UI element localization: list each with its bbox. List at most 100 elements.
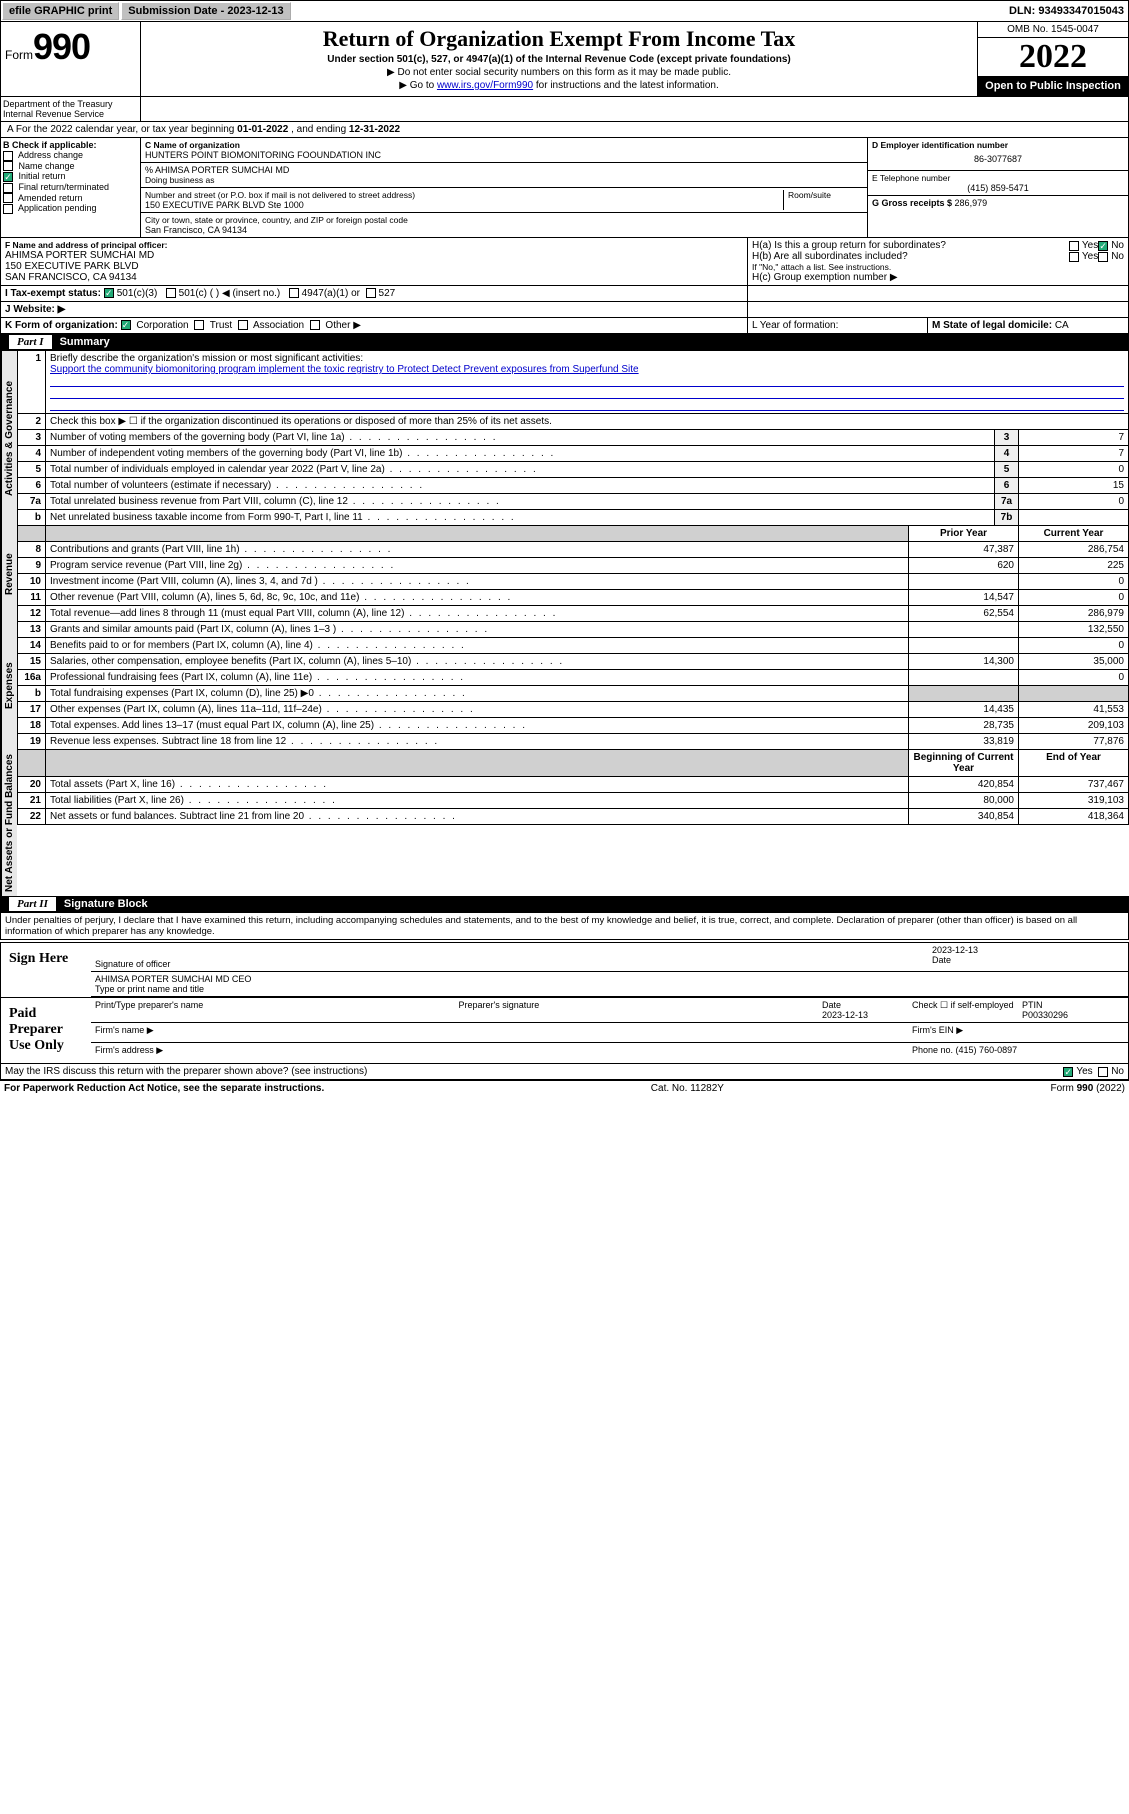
gross-label: G Gross receipts $ [872,198,955,208]
gross-value: 286,979 [955,198,988,208]
officer-name-title: AHIMSA PORTER SUMCHAI MD CEO [95,974,1124,984]
hb-yes-checkbox[interactable] [1069,252,1079,262]
col-b-header: B Check if applicable: [3,140,138,150]
rowk-checkbox-3[interactable] [310,320,320,330]
officer-label: F Name and address of principal officer: [5,240,743,250]
sig-date-label: Date [932,955,951,965]
org-name: HUNTERS POINT BIOMONITORING FOOUNDATION … [145,150,863,160]
section-bcd: B Check if applicable: Address change Na… [0,138,1129,238]
part1-header: Part ISummary [0,334,1129,351]
city-label: City or town, state or province, country… [145,215,863,225]
hb-label: H(b) Are all subordinates included? [752,251,1069,262]
discuss-question: May the IRS discuss this return with the… [5,1066,1063,1077]
paid-preparer-label: Paid Preparer Use Only [1,998,91,1063]
expenses-label: Expenses [1,622,17,750]
efile-print-button[interactable]: efile GRAPHIC print [2,2,119,20]
form-footer: For Paperwork Reduction Act Notice, see … [0,1080,1129,1096]
officer-name: AHIMSA PORTER SUMCHAI MD [5,250,743,261]
form-org-label: K Form of organization: [5,320,118,331]
ha-yes-checkbox[interactable] [1069,241,1079,251]
sig-officer-label: Signature of officer [95,959,170,969]
colb-checkbox-3[interactable] [3,183,13,193]
year-formation-label: L Year of formation: [748,318,928,333]
form-title: Return of Organization Exempt From Incom… [145,26,973,52]
colb-checkbox-4[interactable] [3,193,13,203]
org-name-label: C Name of organization [145,140,863,150]
ein-label: D Employer identification number [872,140,1124,150]
irs-label: Internal Revenue Service [3,109,138,119]
care-of: % AHIMSA PORTER SUMCHAI MD [145,165,863,175]
ha-no-checkbox[interactable] [1098,241,1108,251]
mission-text[interactable]: Support the community biomonitoring prog… [50,364,639,375]
preparer-phone: (415) 760-0897 [956,1045,1018,1055]
officer-addr1: 150 EXECUTIVE PARK BLVD [5,261,743,272]
omb-number: OMB No. 1545-0047 [978,22,1128,38]
website-label: J Website: ▶ [1,302,748,317]
rowk-checkbox-2[interactable] [238,320,248,330]
street-address: 150 EXECUTIVE PARK BLVD Ste 1000 [145,200,783,210]
city-state-zip: San Francisco, CA 94134 [145,225,863,235]
cat-number: Cat. No. 11282Y [651,1083,724,1094]
sign-block: Sign Here Signature of officer 2023-12-1… [0,942,1129,1064]
goto-note: ▶ Go to www.irs.gov/Form990 for instruct… [145,80,973,91]
activities-label: Activities & Governance [1,351,17,526]
ssn-note: ▶ Do not enter social security numbers o… [145,67,973,78]
line-a-tax-year: A For the 2022 calendar year, or tax yea… [0,122,1129,138]
firm-ein-label: Firm's EIN ▶ [908,1023,1128,1043]
colb-checkbox-1[interactable] [3,161,13,171]
form-subtitle: Under section 501(c), 527, or 4947(a)(1)… [145,54,973,65]
colb-checkbox-2[interactable] [3,172,13,182]
netassets-label: Net Assets or Fund Balances [1,750,17,896]
firm-addr-label: Firm's address ▶ [91,1043,908,1063]
room-label: Room/suite [788,190,863,200]
phone-label: E Telephone number [872,173,1124,183]
state-domicile-value: CA [1055,320,1069,331]
type-name-label: Type or print name and title [95,984,204,994]
501c-checkbox[interactable] [166,288,176,298]
colb-checkbox-0[interactable] [3,151,13,161]
paperwork-notice: For Paperwork Reduction Act Notice, see … [4,1083,324,1094]
dept-treasury: Department of the Treasury [3,99,138,109]
officer-addr2: SAN FRANCISCO, CA 94134 [5,272,743,283]
hb-no-checkbox[interactable] [1098,252,1108,262]
ptin-value: P00330296 [1022,1010,1068,1020]
527-checkbox[interactable] [366,288,376,298]
revenue-label: Revenue [1,526,17,622]
self-employed-check[interactable]: Check ☐ if self-employed [908,998,1018,1023]
hb-note: If "No," attach a list. See instructions… [752,262,1124,272]
submission-date-button[interactable]: Submission Date - 2023-12-13 [121,2,290,20]
addr-label: Number and street (or P.O. box if mail i… [145,190,783,200]
colb-checkbox-5[interactable] [3,204,13,214]
state-domicile-label: M State of legal domicile: [932,320,1055,331]
ein-value: 86-3077687 [872,150,1124,168]
firm-name-label: Firm's name ▶ [91,1023,908,1043]
dba-label: Doing business as [145,175,863,185]
ha-label: H(a) Is this a group return for subordin… [752,240,1069,251]
form-word: Form [5,48,33,62]
open-public-badge: Open to Public Inspection [978,76,1128,96]
discuss-yes-checkbox[interactable] [1063,1067,1073,1077]
form-ref: Form 990 (2022) [1051,1083,1125,1094]
preparer-name-label: Print/Type preparer's name [91,998,455,1023]
form-header: Form990 Return of Organization Exempt Fr… [0,22,1129,97]
sig-date: 2023-12-13 [932,945,1124,955]
phone-value: (415) 859-5471 [872,183,1124,193]
preparer-date: 2023-12-13 [822,1010,868,1020]
sign-here-label: Sign Here [1,943,91,997]
tax-year: 2022 [978,38,1128,76]
preparer-sig-label: Preparer's signature [455,998,819,1023]
irs-link[interactable]: www.irs.gov/Form990 [437,80,533,91]
form-number: 990 [33,26,90,67]
4947-checkbox[interactable] [289,288,299,298]
rowk-checkbox-1[interactable] [194,320,204,330]
penalty-statement: Under penalties of perjury, I declare th… [0,913,1129,940]
hc-label: H(c) Group exemption number ▶ [752,272,1124,283]
efile-topbar: efile GRAPHIC print Submission Date - 20… [0,0,1129,22]
q1-text: Briefly describe the organization's miss… [50,353,363,364]
discuss-no-checkbox[interactable] [1098,1067,1108,1077]
dln-label: DLN: 93493347015043 [1005,5,1128,17]
501c3-checkbox[interactable] [104,288,114,298]
part2-header: Part IISignature Block [0,896,1129,913]
q2-text: Check this box ▶ ☐ if the organization d… [46,414,1129,430]
rowk-checkbox-0[interactable] [121,320,131,330]
